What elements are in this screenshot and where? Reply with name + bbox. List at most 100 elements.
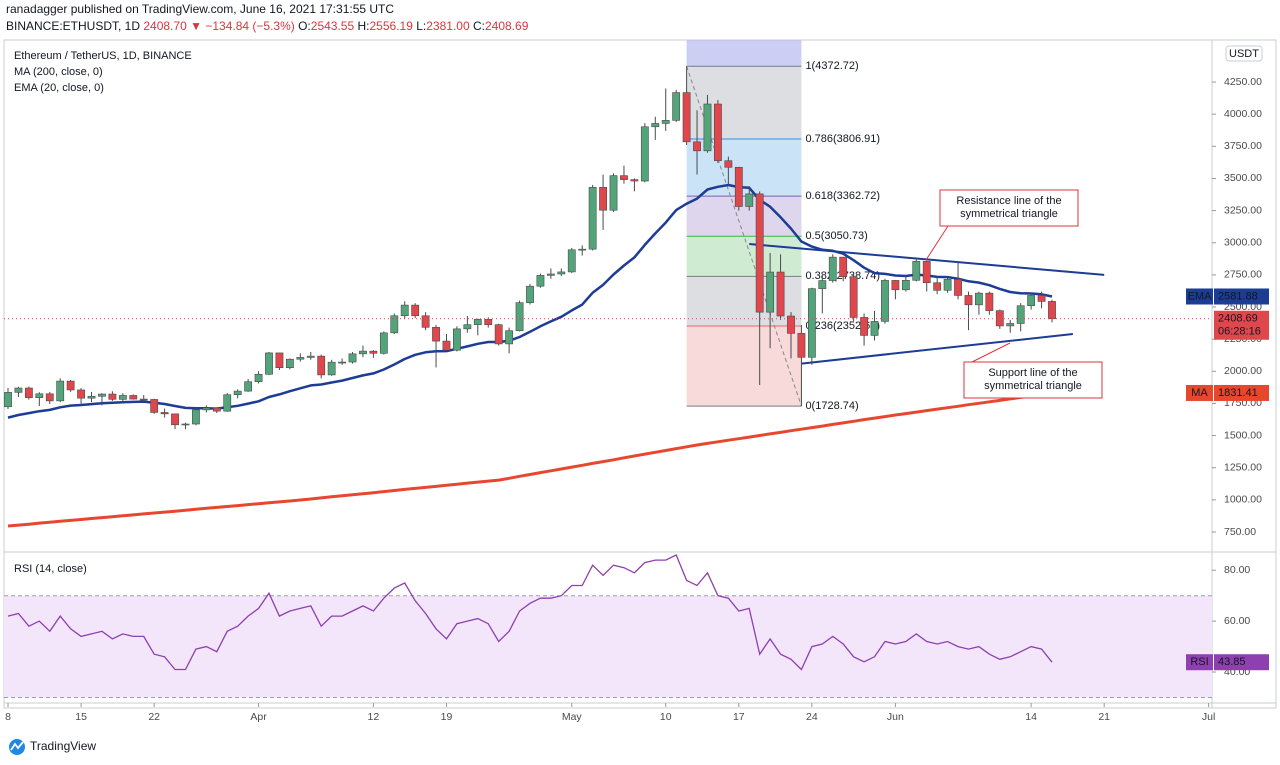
candle-body xyxy=(776,271,785,317)
candle-body xyxy=(77,389,85,399)
candle-body xyxy=(98,393,106,397)
candle-body xyxy=(317,355,326,376)
candle-body xyxy=(609,175,618,211)
candle-body xyxy=(432,327,440,342)
x-tick-label: 21 xyxy=(1098,711,1110,723)
candle-body xyxy=(390,315,399,334)
change-arrow: ▼ xyxy=(190,19,202,33)
candle-body xyxy=(546,273,555,276)
candle-body xyxy=(818,280,827,289)
candle-body xyxy=(912,261,921,281)
candle-body xyxy=(870,321,879,336)
rsi-legend: RSI (14, close) xyxy=(14,563,87,575)
last-price: 2408.70 xyxy=(143,19,187,33)
candle-body xyxy=(171,413,179,426)
candle-body xyxy=(379,332,388,354)
symbol-line: BINANCE:ETHUSDT, 1D 2408.70 ▼ −134.84 (−… xyxy=(6,19,529,33)
price-pane: 1(4372.72) 0.786(3806.91) 0.618(3362.72) 0.… xyxy=(4,40,1105,528)
y-tick-label: 3500.00 xyxy=(1224,172,1262,184)
candle-body xyxy=(87,395,96,399)
candle-body xyxy=(766,271,775,313)
fib-top-band xyxy=(686,40,802,67)
candle-body xyxy=(45,393,54,402)
y-tick-label: 1000.00 xyxy=(1224,494,1262,506)
candle-body xyxy=(338,361,346,364)
candle-body xyxy=(192,409,200,425)
candle-body xyxy=(640,126,649,182)
candle-body xyxy=(975,292,983,306)
x-tick-label: 12 xyxy=(368,711,380,723)
candle-body xyxy=(797,333,806,358)
candle-body xyxy=(139,398,148,401)
series-tag-name: MA xyxy=(1191,387,1208,399)
change: −134.84 (−5.3%) xyxy=(205,19,294,33)
footer-brand[interactable]: TradingView xyxy=(30,739,96,753)
candle-body xyxy=(4,392,12,408)
candle-body xyxy=(515,302,524,331)
candle-body xyxy=(296,357,305,360)
x-tick-label: 14 xyxy=(1025,711,1037,723)
candle-body xyxy=(578,248,587,251)
candle-body xyxy=(714,103,722,162)
low-key: L: xyxy=(416,19,426,33)
published-line: ranadagger published on TradingView.com,… xyxy=(6,2,394,16)
close-key: C: xyxy=(473,19,485,33)
y-tick-label: 2000.00 xyxy=(1224,365,1262,377)
fib-band xyxy=(686,236,802,277)
candle-body xyxy=(1027,295,1036,307)
y-tick-label: 80.00 xyxy=(1224,564,1250,576)
candle-body xyxy=(494,324,503,345)
candle-body xyxy=(787,315,795,334)
callout-text: Resistance line of the xyxy=(956,195,1061,207)
y-tick-label: 60.00 xyxy=(1224,615,1250,627)
candle-body xyxy=(860,317,868,336)
candle-body xyxy=(66,380,75,391)
candle-body xyxy=(150,399,159,413)
symbol: BINANCE:ETHUSDT, 1D xyxy=(6,19,140,33)
candle-body xyxy=(108,393,117,400)
candle-body xyxy=(724,160,733,168)
currency-label: USDT xyxy=(1229,48,1259,60)
series-tag-name: EMA xyxy=(1188,290,1213,302)
y-tick-label: 4250.00 xyxy=(1224,76,1262,88)
candle-body xyxy=(881,280,889,322)
candle-body xyxy=(672,92,681,121)
candle-body xyxy=(588,187,597,250)
candle-body xyxy=(567,249,576,273)
high-key: H: xyxy=(358,19,370,33)
y-tick-label: 2750.00 xyxy=(1224,269,1262,281)
fib-label: 0.786(3806.91) xyxy=(805,133,880,145)
fib-label: 1(4372.72) xyxy=(805,60,858,72)
last-price-value: 2408.69 xyxy=(1218,313,1258,325)
fib-label: 0.236(2352.63) xyxy=(805,320,880,332)
series-value: 1831.41 xyxy=(1218,387,1258,399)
y-tick-label: 3000.00 xyxy=(1224,237,1262,249)
series-value: 2581.88 xyxy=(1218,290,1258,302)
ma-line xyxy=(7,183,1053,419)
candle-body xyxy=(933,282,942,291)
x-tick-label: 24 xyxy=(806,711,818,723)
candle-body xyxy=(557,271,566,275)
candle-body xyxy=(160,412,169,415)
frame xyxy=(3,39,1277,709)
candle-body xyxy=(484,319,493,325)
legend-entry: EMA (20, close, 0) xyxy=(14,82,104,94)
footer-logo xyxy=(9,739,25,755)
countdown: 06:28:16 xyxy=(1218,326,1261,338)
callout-pointer xyxy=(925,225,949,261)
callout-text: symmetrical triangle xyxy=(984,380,1082,392)
candle-body xyxy=(693,141,701,152)
candle-body xyxy=(1006,323,1015,327)
fib-label: 0.618(3362.72) xyxy=(805,190,880,202)
candle-body xyxy=(505,330,514,345)
x-tick-label: 10 xyxy=(660,711,672,723)
high-value: 2556.19 xyxy=(370,19,414,33)
candle-body xyxy=(181,423,190,426)
candle-body xyxy=(734,166,743,207)
candle-body xyxy=(473,319,482,325)
candle-body xyxy=(599,187,607,211)
y-tick-label: 3250.00 xyxy=(1224,204,1262,216)
y-tick-label: 4000.00 xyxy=(1224,108,1262,120)
candle-body xyxy=(233,390,242,395)
fib-band xyxy=(686,325,802,407)
